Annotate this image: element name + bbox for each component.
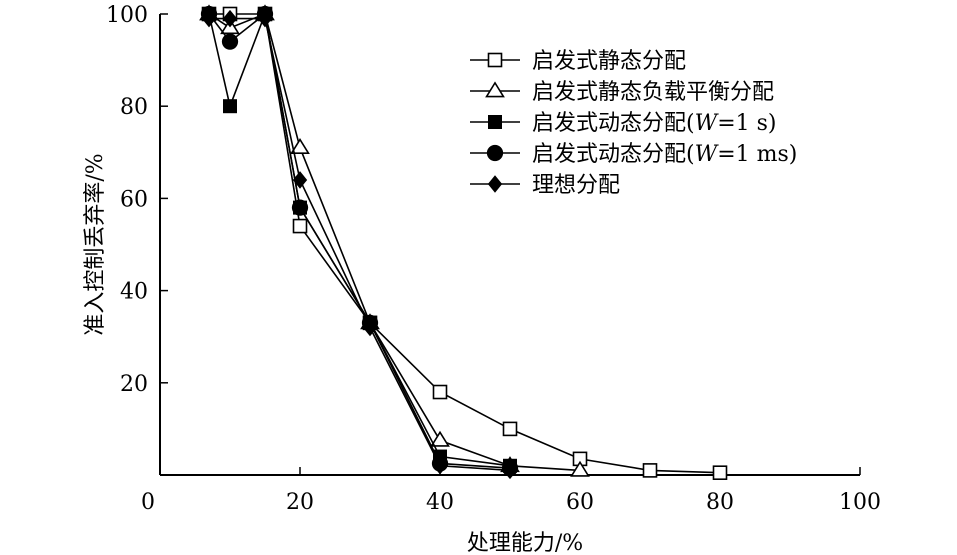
legend-label-part: =1 ms) — [717, 142, 797, 167]
x-tick-label: 0 — [141, 490, 155, 515]
data-point — [291, 199, 309, 216]
series-line — [209, 17, 511, 472]
data-point — [712, 465, 728, 480]
legend-label-part: 启发式动态分配( — [532, 142, 695, 167]
data-point — [223, 99, 237, 114]
legend-label-part: 启发式动态分配( — [532, 111, 695, 136]
data-point — [502, 421, 518, 437]
data-point — [292, 171, 308, 189]
legend-marker — [487, 175, 503, 193]
series-3 — [202, 7, 517, 473]
legend-label-part: =1 s) — [717, 111, 776, 136]
y-tick-label: 100 — [106, 3, 148, 28]
series-2 — [199, 4, 590, 477]
data-point — [432, 384, 448, 400]
data-point — [222, 9, 238, 28]
legend-marker — [486, 144, 504, 162]
legend-item-3: 启发式动态分配(W=1 s) — [470, 111, 777, 136]
series-4 — [200, 5, 519, 477]
legend-item-1: 启发式静态分配 — [470, 49, 686, 74]
legend-label: 启发式静态分配 — [532, 49, 686, 74]
data-point — [257, 9, 273, 28]
legend-marker — [485, 81, 505, 98]
data-point — [290, 138, 310, 155]
series-5 — [201, 9, 518, 480]
x-tick-label: 20 — [286, 490, 314, 515]
legend-item-5: 理想分配 — [470, 173, 620, 198]
series-line — [209, 13, 721, 474]
data-point — [292, 218, 308, 234]
data-point — [570, 460, 590, 477]
legend-label: 启发式动态分配(W=1 s) — [532, 111, 777, 136]
y-tick-label: 20 — [120, 372, 148, 397]
axes: 0 20 40 60 80 100 20 40 60 80 100 处理能力/% 准入控制丢弃率/% — [83, 3, 881, 555]
x-tick-label: 60 — [566, 490, 594, 515]
data-point — [502, 461, 518, 480]
legend-item-4: 启发式动态分配(W=1 ms) — [470, 142, 797, 167]
series-line — [208, 11, 511, 467]
legend-label-part: W — [695, 111, 720, 136]
y-tick-label: 80 — [120, 95, 148, 120]
series-line — [208, 12, 511, 469]
x-tick-label: 80 — [706, 490, 734, 515]
y-tick-label: 60 — [120, 187, 148, 212]
y-tick-label: 40 — [120, 280, 148, 305]
data-point — [432, 457, 448, 475]
data-point — [221, 33, 239, 50]
x-axis-label: 处理能力/% — [467, 531, 583, 555]
legend-marker — [488, 115, 502, 129]
data-point — [430, 430, 450, 447]
data-point — [642, 463, 658, 478]
legend-label: 启发式动态分配(W=1 ms) — [532, 142, 797, 167]
data-point — [201, 9, 217, 28]
legend-label-part: W — [695, 142, 720, 167]
x-tick-label: 40 — [426, 490, 454, 515]
legend-item-2: 启发式静态负载平衡分配 — [470, 80, 774, 105]
data-point — [362, 318, 378, 337]
x-tick-label: 100 — [839, 490, 881, 515]
legend-marker — [487, 52, 503, 68]
y-axis-label: 准入控制丢弃率/% — [83, 153, 108, 335]
legend-label: 启发式静态负载平衡分配 — [532, 80, 774, 105]
legend-label: 理想分配 — [532, 173, 620, 198]
series-layer — [199, 4, 728, 480]
series-line — [208, 12, 581, 472]
